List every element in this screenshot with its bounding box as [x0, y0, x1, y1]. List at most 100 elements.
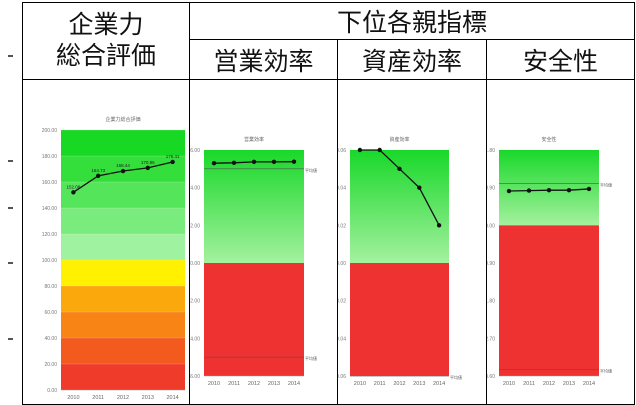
y-tick-label: 80.00 — [44, 284, 57, 290]
overall-header-line2: 総合評価 — [55, 43, 156, 70]
y-tick-label: 60.00 — [44, 310, 57, 316]
x-tick-label: 2012 — [393, 381, 405, 387]
positive-zone — [204, 150, 304, 263]
y-tick-label: 100.00 — [42, 258, 58, 264]
indicator-table: 企業力 総合評価 下位各親指標 営業効率 資産効率 安全性 企業力総合評価 0.0… — [22, 2, 636, 405]
data-point — [211, 160, 217, 166]
x-tick-label: 2010 — [67, 395, 79, 401]
x-tick-label: 2014 — [166, 395, 178, 401]
chart-title: 資産効率 — [389, 136, 409, 143]
y-tick-label: 0.00 — [190, 261, 200, 267]
overall-header-line1: 企業力 — [68, 12, 144, 39]
data-point — [271, 159, 277, 165]
asset-efficiency-chart: 資産効率 -0.06 -0.04 -0.02 0.00 0.02 0.04 0.06 2010 2… — [338, 136, 462, 387]
safety-header: 安全性 — [485, 39, 636, 80]
x-tick-label: 2011 — [523, 381, 535, 387]
reference-line-label: 平均値 — [600, 368, 612, 374]
sub-indicators-header: 下位各親指標 — [188, 2, 636, 40]
y-tick-label: -6.00 — [190, 374, 200, 380]
y-tick-label: 2.00 — [190, 223, 200, 229]
operating-efficiency-chart: 営業効率 -6.00 -4.00 -2.00 0.00 2.00 4.00 6.00 2010 2… — [190, 136, 317, 387]
reference-line-label: 平均値 — [600, 181, 612, 187]
y-tick-label: -0.90 — [487, 261, 495, 267]
y-tick-label: 180.00 — [42, 154, 58, 160]
data-label: 170.86 — [141, 160, 155, 165]
safety-chart: 安全性 -3.60 -2.70 -1.80 -0.90 0.00 0.90 1.80 2010 2… — [487, 136, 612, 387]
data-point — [120, 168, 126, 174]
data-point — [357, 147, 363, 153]
x-tick-label: 2014 — [288, 381, 300, 387]
data-label: 152.08 — [67, 184, 81, 189]
x-tick-label: 2012 — [248, 381, 260, 387]
operating-efficiency-header: 営業効率 — [189, 39, 338, 80]
y-tick-label: 160.00 — [42, 180, 58, 186]
y-tick-label: -4.00 — [190, 336, 200, 342]
y-tick-label: -2.00 — [190, 299, 200, 305]
y-tick-label: 4.00 — [190, 186, 200, 192]
y-tick-label: -0.06 — [338, 374, 346, 380]
data-point — [417, 185, 422, 190]
asset-efficiency-header: 資産効率 — [337, 39, 487, 80]
y-tick-label: 1.80 — [487, 148, 495, 154]
safety-chart-cell: 安全性 -3.60 -2.70 -1.80 -0.90 0.00 0.90 1.80 2010 2… — [485, 79, 636, 405]
score-band — [61, 286, 185, 312]
chart-title: 営業効率 — [244, 136, 264, 143]
x-tick-label: 2011 — [374, 381, 386, 387]
data-point — [231, 160, 237, 166]
chart-title: 企業力総合評価 — [105, 116, 140, 123]
negative-zone — [499, 225, 599, 376]
data-point — [397, 166, 402, 172]
score-band — [61, 312, 185, 338]
reference-line-label: 平均値 — [305, 355, 317, 361]
y-tick-label: -1.80 — [487, 299, 495, 305]
score-band — [61, 338, 185, 364]
y-tick-label: 20.00 — [44, 362, 57, 368]
score-band — [61, 130, 185, 156]
x-tick-label: 2013 — [268, 381, 280, 387]
y-tick-label: -2.70 — [487, 336, 495, 342]
data-point — [96, 173, 101, 179]
left-edge-marks — [0, 0, 22, 403]
overall-header: 企業力 総合評価 — [22, 2, 190, 80]
y-tick-label: 140.00 — [42, 206, 58, 212]
y-tick-label: 0.00 — [487, 223, 495, 229]
y-tick-label: 0.02 — [338, 223, 346, 229]
x-tick-label: 2010 — [208, 381, 220, 387]
data-label: 168.44 — [116, 163, 130, 168]
overall-score-chart: 企業力総合評価 0.00 20.00 40.00 60.00 80.00 100.00 120… — [42, 116, 185, 401]
y-tick-label: 120.00 — [42, 232, 58, 238]
data-point — [436, 223, 442, 228]
y-tick-label: 0.90 — [487, 186, 495, 192]
x-tick-label: 2012 — [117, 395, 129, 401]
data-point — [377, 147, 382, 153]
y-tick-label: 6.00 — [190, 148, 200, 154]
data-point — [586, 186, 592, 192]
x-tick-label: 2014 — [433, 381, 445, 387]
y-tick-label: -0.02 — [338, 299, 346, 305]
negative-zone — [204, 263, 304, 376]
x-tick-label: 2013 — [142, 395, 154, 401]
data-label: 164.73 — [91, 168, 105, 173]
data-point — [526, 188, 532, 193]
data-point — [251, 159, 257, 165]
y-tick-label: 0.04 — [338, 186, 346, 192]
y-tick-label: 0.06 — [338, 148, 346, 154]
x-tick-label: 2013 — [563, 381, 575, 387]
x-tick-label: 2010 — [503, 381, 515, 387]
y-tick-label: -0.04 — [338, 336, 346, 342]
asset-efficiency-chart-cell: 資産効率 -0.06 -0.04 -0.02 0.00 0.02 0.04 0.06 2010 2… — [337, 79, 487, 405]
data-point — [506, 188, 512, 194]
x-tick-label: 2011 — [228, 381, 240, 387]
x-tick-label: 2012 — [543, 381, 555, 387]
y-tick-label: 200.00 — [42, 128, 58, 134]
y-tick-label: -3.60 — [487, 374, 495, 380]
operating-efficiency-chart-cell: 営業効率 -6.00 -4.00 -2.00 0.00 2.00 4.00 6.00 2010 2… — [189, 79, 338, 405]
positive-zone — [499, 150, 599, 226]
reference-line-label: 平均値 — [450, 374, 462, 380]
data-point — [546, 187, 552, 193]
data-point — [71, 190, 76, 195]
y-tick-label: 0.00 — [338, 261, 346, 267]
x-tick-label: 2014 — [583, 381, 595, 387]
data-point — [145, 165, 150, 171]
y-tick-label: 0.00 — [47, 388, 57, 394]
